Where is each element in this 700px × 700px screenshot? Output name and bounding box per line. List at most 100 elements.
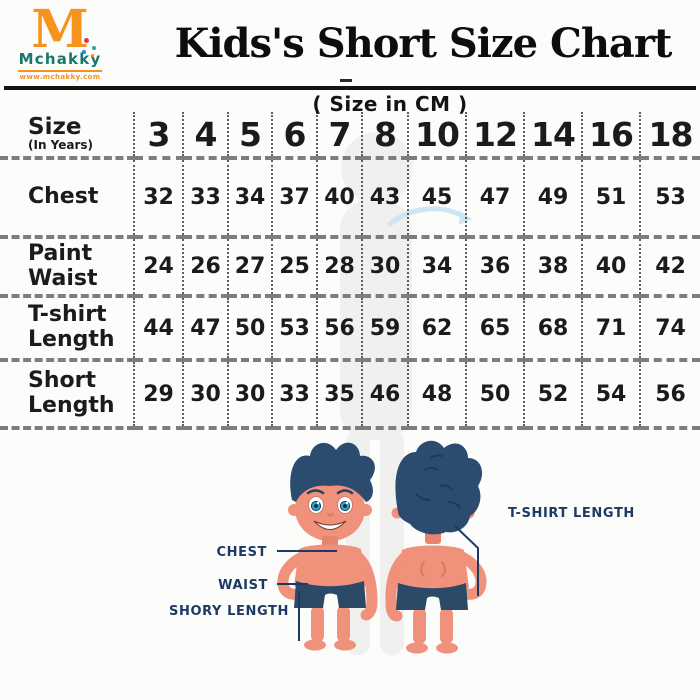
page-title: Kids's Short Size Chart xyxy=(174,20,673,67)
measurement-value-cell: 33 xyxy=(182,158,228,239)
size-sublabel: (In Years) xyxy=(28,137,94,152)
size-column-header: 14 xyxy=(523,112,582,160)
size-column-header: 3 xyxy=(133,112,183,160)
measurement-value-cell: 71 xyxy=(581,296,640,362)
neck xyxy=(322,536,338,550)
arm-straight xyxy=(385,552,410,622)
measurement-row-label: Paint Waist xyxy=(0,237,134,298)
tshirt-length-callout-line xyxy=(454,525,479,596)
eyes xyxy=(308,496,353,514)
measurement-value-cell: 52 xyxy=(523,360,582,430)
measurement-value-cell: 47 xyxy=(182,296,228,362)
logo-brand-name: Mchakky xyxy=(18,50,102,68)
logo-website-url: www.mchakky.com xyxy=(18,70,102,81)
smile xyxy=(313,520,347,530)
size-column-header: 4 xyxy=(182,112,228,160)
measurement-value-cell: 44 xyxy=(133,296,183,362)
measurement-row-label: Short Length xyxy=(0,360,134,430)
neck xyxy=(425,526,441,544)
measurement-value-cell: 25 xyxy=(271,237,317,298)
measurement-row: Paint Waist 24 26 27 25 28 30 34 36 38 40 42 xyxy=(0,237,700,298)
measurement-value-cell: 38 xyxy=(523,237,582,298)
size-column-header: 12 xyxy=(465,112,524,160)
measurement-value-cell: 53 xyxy=(639,158,700,239)
foot xyxy=(406,642,428,654)
divider-notch xyxy=(340,79,352,82)
measurement-value-cell: 30 xyxy=(227,360,272,430)
arm-straight xyxy=(352,551,378,621)
size-column-header: 16 xyxy=(581,112,640,160)
size-label: Size xyxy=(28,113,82,140)
measurement-value-cell: 40 xyxy=(581,237,640,298)
measurement-value-cell: 59 xyxy=(361,296,408,362)
leg xyxy=(311,606,324,642)
size-header-row: Size (In Years) 3 4 5 6 7 8 10 12 14 16 18 xyxy=(0,112,700,160)
measurement-value-cell: 30 xyxy=(182,360,228,430)
size-column-header: 6 xyxy=(271,112,317,160)
measurement-value-cell: 24 xyxy=(133,237,183,298)
shorts-front xyxy=(294,581,366,608)
size-column-header: 7 xyxy=(316,112,362,160)
measurement-value-cell: 33 xyxy=(271,360,317,430)
measurement-value-cell: 34 xyxy=(407,237,466,298)
size-corner-cell: Size (In Years) xyxy=(0,112,134,160)
measurement-value-cell: 54 xyxy=(581,360,640,430)
waist-callout-label: WAIST xyxy=(218,578,268,593)
measurement-value-cell: 42 xyxy=(639,237,700,298)
hair-front xyxy=(290,442,375,502)
face xyxy=(295,477,365,541)
brand-logo: M Mchakky www.mchakky.com xyxy=(12,4,108,81)
measurement-value-cell: 30 xyxy=(361,237,408,298)
measurement-value-cell: 62 xyxy=(407,296,466,362)
torso-back xyxy=(397,545,469,594)
callout-lines xyxy=(277,525,479,641)
torso xyxy=(294,544,366,592)
size-column-header: 5 xyxy=(227,112,272,160)
confetti-dot xyxy=(84,38,89,43)
confetti-dot xyxy=(92,46,96,50)
arm-bent xyxy=(277,551,312,600)
foot xyxy=(436,642,458,654)
shorts-back xyxy=(396,583,468,610)
nose xyxy=(327,513,334,517)
ear xyxy=(288,504,300,516)
logo-m-mark: M xyxy=(31,0,89,60)
chest-callout-label: CHEST xyxy=(216,545,267,560)
measurement-value-cell: 56 xyxy=(316,296,362,362)
measurement-value-cell: 26 xyxy=(182,237,228,298)
ear xyxy=(463,507,475,519)
measurement-value-cell: 37 xyxy=(271,158,317,239)
confetti-dot xyxy=(91,54,94,57)
size-column-header: 18 xyxy=(639,112,700,160)
measurement-value-cell: 43 xyxy=(361,158,408,239)
measurement-value-cell: 50 xyxy=(227,296,272,362)
measurement-row-label: Chest xyxy=(0,158,134,239)
measurement-value-cell: 47 xyxy=(465,158,524,239)
foot xyxy=(304,639,326,651)
leg xyxy=(413,608,426,644)
size-chart-table: Size (In Years) 3 4 5 6 7 8 10 12 14 16 18 Chest 32… xyxy=(0,112,700,430)
size-column-header: 10 xyxy=(407,112,466,160)
measurement-value-cell: 27 xyxy=(227,237,272,298)
leg xyxy=(440,608,453,644)
leg xyxy=(337,606,350,642)
measurement-row-label: T-shirt Length xyxy=(0,296,134,362)
measurement-value-cell: 50 xyxy=(465,360,524,430)
measurement-value-cell: 45 xyxy=(407,158,466,239)
size-column-header: 8 xyxy=(361,112,408,160)
measurement-value-cell: 29 xyxy=(133,360,183,430)
measurement-value-cell: 74 xyxy=(639,296,700,362)
measurement-value-cell: 53 xyxy=(271,296,317,362)
ear xyxy=(360,504,372,516)
boy-back-figure xyxy=(385,440,487,654)
arm-bent xyxy=(452,551,487,600)
measurement-row: Chest 32 33 34 37 40 43 45 47 49 51 53 xyxy=(0,158,700,239)
header-divider-line xyxy=(4,86,696,90)
hair-texture xyxy=(415,454,461,509)
measurement-value-cell: 51 xyxy=(581,158,640,239)
boy-front-figure xyxy=(277,442,378,651)
measurement-value-cell: 46 xyxy=(361,360,408,430)
shoulder-blade-lines xyxy=(420,561,446,577)
confetti-dot xyxy=(82,50,86,54)
